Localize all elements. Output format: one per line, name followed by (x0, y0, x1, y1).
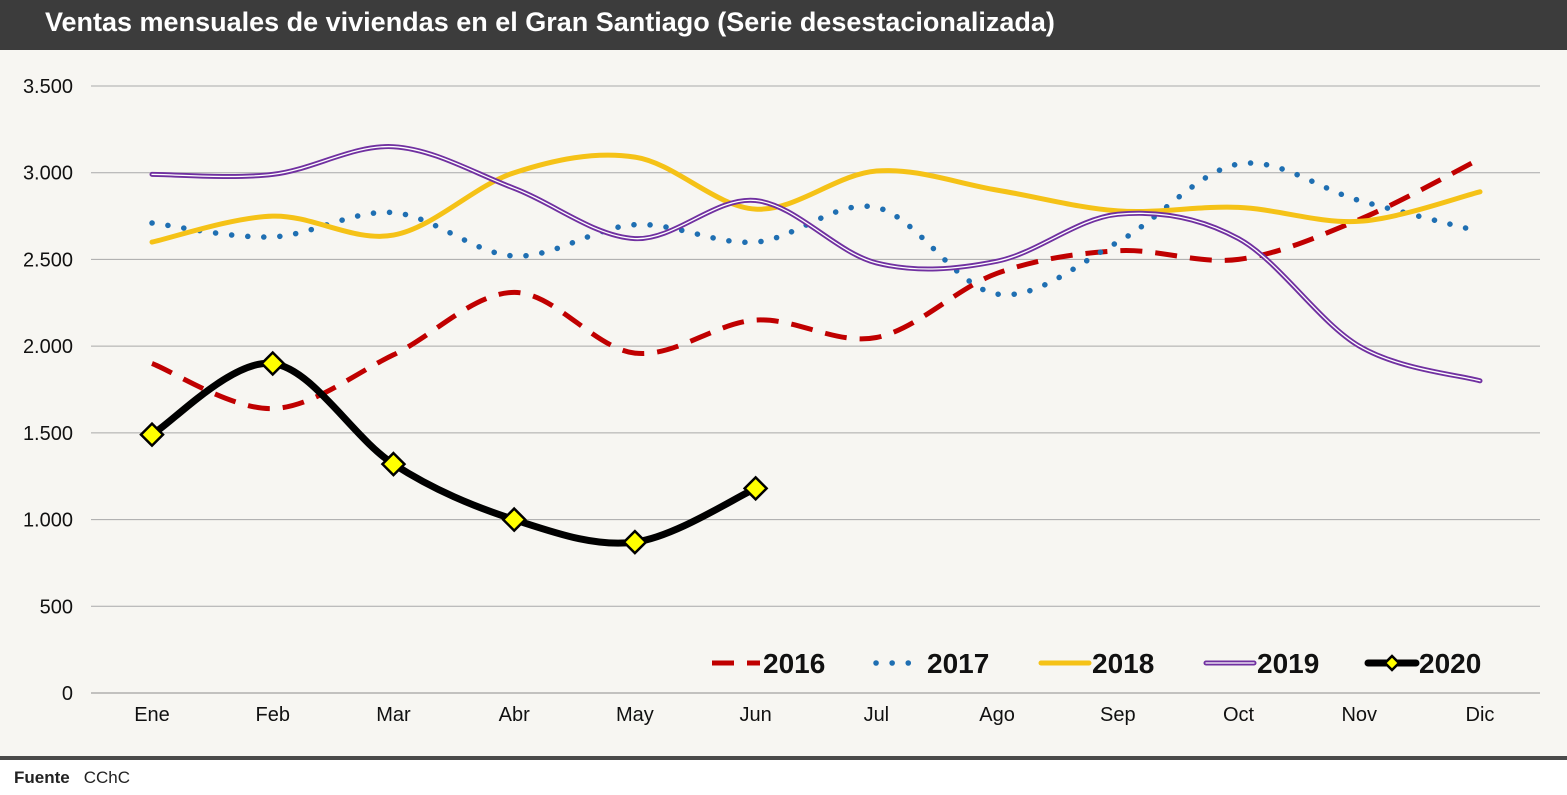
series-2016 (151, 156, 1482, 412)
x-tick-label-may: May (616, 704, 654, 726)
series-2017-line (149, 160, 1483, 298)
footer: Fuente CChC (14, 768, 130, 788)
legend-item-2020: 2020 (1364, 648, 1481, 679)
series-2019 (149, 144, 1483, 384)
y-tick-label-1500: 1.500 (23, 423, 73, 445)
bottom-divider (0, 756, 1567, 760)
y-tick-label-0: 0 (62, 683, 73, 705)
x-tick-label-jul: Jul (864, 704, 890, 726)
series-2018-line (149, 152, 1483, 245)
y-tick-label-1000: 1.000 (23, 510, 73, 532)
x-tick-label-jun: Jun (740, 704, 772, 726)
series (139, 144, 1483, 555)
y-tick-label-500: 500 (40, 596, 73, 618)
series-2020 (139, 350, 769, 555)
legend-item-2018: 2018 (1038, 648, 1154, 679)
x-tick-label-mar: Mar (376, 704, 411, 726)
series-2019-line-inner (151, 146, 1481, 382)
legend-label-2018: 2018 (1092, 648, 1154, 679)
footer-label: Fuente (14, 768, 70, 787)
gridlines (91, 85, 1540, 694)
legend-item-2017: 2017 (873, 648, 989, 679)
y-tick-label-2000: 2.000 (23, 336, 73, 358)
y-tick-label-3000: 3.000 (23, 163, 73, 185)
legend-label-2019: 2019 (1257, 648, 1319, 679)
series-2016-line (151, 156, 1482, 412)
series-2020-point-abr (501, 506, 527, 533)
legend-label-2017: 2017 (927, 648, 989, 679)
legend-label-2020: 2020 (1419, 648, 1481, 679)
x-tick-label-sep: Sep (1100, 704, 1136, 726)
chart-title: Ventas mensuales de viviendas en el Gran… (45, 7, 1055, 37)
x-tick-label-ene: Ene (134, 704, 170, 726)
series-2018 (149, 152, 1483, 245)
y-tick-label-3500: 3.500 (23, 76, 73, 98)
legend-item-2016: 2016 (712, 648, 825, 679)
title-bar: Ventas mensuales de viviendas en el Gran… (0, 0, 1567, 50)
series-2017 (149, 160, 1483, 298)
legend-label-2016: 2016 (763, 648, 825, 679)
y-tick-label-2500: 2.500 (23, 249, 73, 271)
x-tick-label-ago: Ago (979, 704, 1015, 726)
legend-item-2019: 2019 (1203, 648, 1319, 679)
x-tick-label-feb: Feb (255, 704, 289, 726)
legend-marker-2020 (1383, 654, 1401, 672)
x-tick-label-abr: Abr (499, 704, 530, 726)
footer-source: CChC (83, 768, 131, 787)
series-2020-point-ene (139, 421, 165, 448)
plot-area-background (0, 50, 1567, 756)
x-tick-label-dic: Dic (1466, 704, 1495, 726)
series-2020-point-may (622, 529, 648, 555)
series-2020-line (148, 359, 760, 547)
x-tick-label-oct: Oct (1223, 704, 1255, 726)
series-2020-point-feb (259, 350, 286, 377)
series-2020-point-jun (742, 475, 769, 502)
x-axis-ticks: Ene Feb Mar Abr May Jun Jul Ago Sep Oct Nov Dic (134, 704, 1494, 726)
y-axis-ticks: 0 500 1.000 1.500 2.000 2.500 3.000 3.500 (23, 76, 73, 705)
legend: 2016 2017 2018 2019 2020 (712, 648, 1481, 679)
series-2020-point-mar (380, 451, 407, 477)
x-tick-label-nov: Nov (1341, 704, 1377, 726)
